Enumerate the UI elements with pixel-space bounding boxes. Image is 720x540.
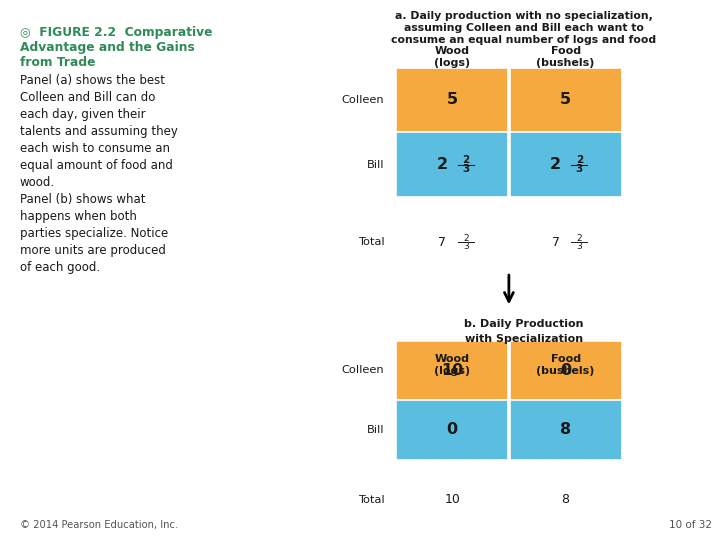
Text: 10: 10 (444, 494, 460, 507)
Bar (510, 132, 621, 197)
Bar (396, 400, 508, 460)
Text: talents and assuming they: talents and assuming they (19, 125, 178, 138)
Text: 8: 8 (562, 494, 570, 507)
Text: Colleen: Colleen (342, 366, 384, 375)
Text: consume an equal number of logs and food: consume an equal number of logs and food (391, 35, 657, 45)
Text: 10: 10 (441, 363, 463, 378)
Bar (396, 341, 508, 400)
Text: 3: 3 (576, 164, 583, 174)
Text: © 2014 Pearson Education, Inc.: © 2014 Pearson Education, Inc. (19, 520, 178, 530)
Text: with Specialization: with Specialization (464, 334, 583, 345)
Text: Total: Total (358, 495, 384, 505)
Text: a. Daily production with no specialization,: a. Daily production with no specializati… (395, 11, 653, 21)
Text: from Trade: from Trade (19, 56, 95, 69)
Text: 7: 7 (552, 236, 559, 249)
Text: wood.: wood. (19, 176, 55, 189)
Bar (510, 68, 621, 132)
Text: Advantage and the Gains: Advantage and the Gains (19, 41, 194, 54)
Text: 2: 2 (576, 156, 583, 165)
Text: Total: Total (358, 238, 384, 247)
Text: Panel (a) shows the best: Panel (a) shows the best (19, 74, 165, 87)
Text: 5: 5 (446, 92, 458, 107)
Bar (396, 132, 508, 197)
Text: 3: 3 (577, 242, 582, 251)
Text: more units are produced: more units are produced (19, 244, 166, 257)
Text: b. Daily Production: b. Daily Production (464, 319, 583, 329)
Text: 2: 2 (462, 156, 469, 165)
Text: 10 of 32: 10 of 32 (669, 520, 712, 530)
Text: equal amount of food and: equal amount of food and (19, 159, 173, 172)
Text: Wood
(logs): Wood (logs) (434, 46, 470, 68)
Text: Wood
(logs): Wood (logs) (434, 354, 470, 376)
Text: 5: 5 (560, 92, 571, 107)
Text: Colleen: Colleen (342, 95, 384, 105)
Text: assuming Colleen and Bill each want to: assuming Colleen and Bill each want to (404, 23, 644, 33)
Text: 3: 3 (462, 164, 469, 174)
Bar (510, 400, 621, 460)
Text: Colleen and Bill can do: Colleen and Bill can do (19, 91, 155, 104)
Text: 2: 2 (437, 157, 448, 172)
Text: Bill: Bill (367, 160, 384, 170)
Text: Bill: Bill (367, 425, 384, 435)
Text: 7: 7 (438, 236, 446, 249)
Text: Panel (b) shows what: Panel (b) shows what (19, 193, 145, 206)
Text: ◎  FIGURE 2.2  Comparative: ◎ FIGURE 2.2 Comparative (19, 26, 212, 39)
Text: parties specialize. Notice: parties specialize. Notice (19, 227, 168, 240)
Text: 8: 8 (560, 422, 571, 437)
Bar (396, 68, 508, 132)
Text: Food
(bushels): Food (bushels) (536, 354, 595, 376)
Text: 0: 0 (446, 422, 458, 437)
Bar (510, 341, 621, 400)
Text: each wish to consume an: each wish to consume an (19, 142, 170, 155)
Text: 3: 3 (463, 242, 469, 251)
Text: Food
(bushels): Food (bushels) (536, 46, 595, 68)
Text: of each good.: of each good. (19, 261, 100, 274)
Text: 2: 2 (550, 157, 562, 172)
Text: 2: 2 (463, 234, 469, 242)
Text: happens when both: happens when both (19, 210, 137, 223)
Text: 2: 2 (577, 234, 582, 242)
Text: each day, given their: each day, given their (19, 108, 145, 121)
Text: 0: 0 (560, 363, 571, 378)
